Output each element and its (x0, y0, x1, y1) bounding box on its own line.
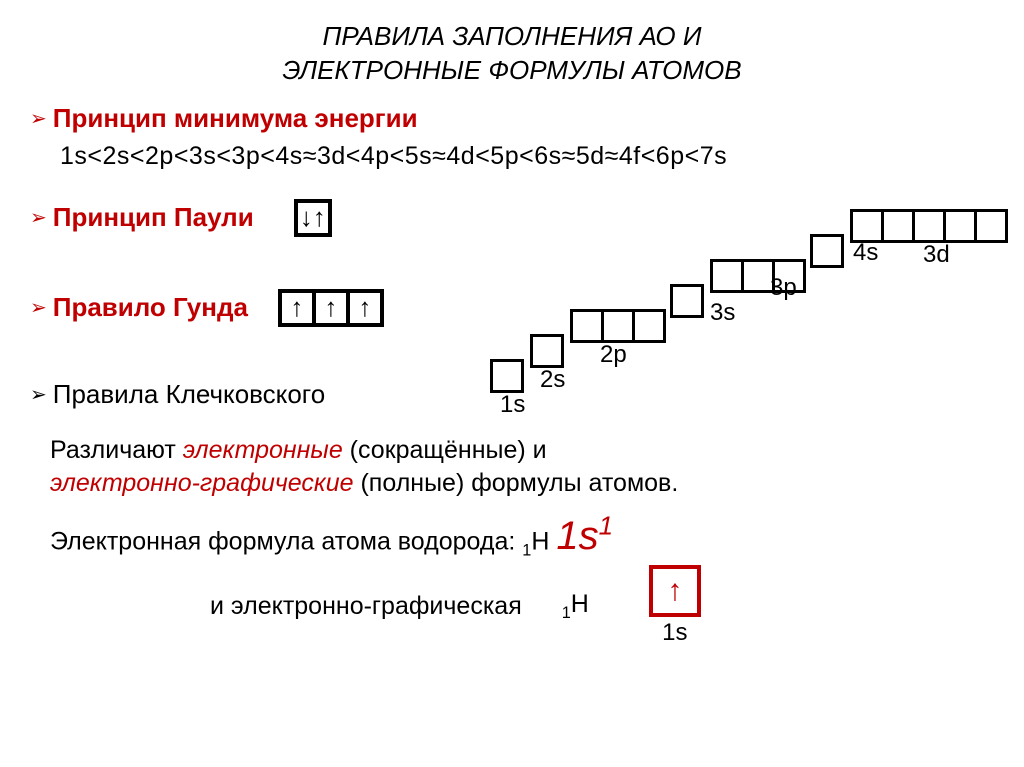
label-3s: 3s (710, 299, 735, 327)
h-sub-1: 1 (522, 541, 531, 559)
chevron-icon: ➢ (30, 205, 47, 230)
level-2p (570, 309, 666, 343)
label-3d: 3d (923, 241, 950, 269)
formula-text-2: и электронно-графическая (210, 592, 522, 621)
slide-title: ПРАВИЛА ЗАПОЛНЕНИЯ АО И ЭЛЕКТРОННЫЕ ФОРМ… (30, 20, 994, 88)
level-3d (850, 209, 1008, 243)
principle-4-label: Правила Клечковского (53, 379, 325, 410)
h-sub-2: 1 (562, 604, 571, 622)
hund-box-3: ↑ (346, 289, 384, 327)
chevron-icon: ➢ (30, 295, 47, 320)
formula-text-1: Электронная формула атома водорода: (50, 527, 522, 555)
principles-area: ➢ Принцип Паули ↓↑ ➢ Правило Гунда ↑ ↑ ↑… (30, 189, 994, 419)
principle-1-label: Принцип минимума энергии (53, 103, 418, 134)
label-3p: 3p (770, 274, 797, 302)
h-symbol-1: H (531, 527, 556, 555)
hund-boxes: ↑ ↑ ↑ (278, 289, 384, 327)
label-1s: 1s (500, 391, 525, 419)
para-t2: (сокращённые) и (343, 436, 547, 464)
description-paragraph: Различают электронные (сокращённые) и эл… (50, 434, 974, 502)
label-2p: 2p (600, 341, 627, 369)
principle-3-row: ➢ Правило Гунда ↑ ↑ ↑ (30, 289, 384, 327)
orbital-sequence: 1s<2s<2p<3s<3p<4s≈3d<4p<5s≈4d<5p<6s≈5d≈4… (60, 142, 994, 171)
chevron-icon: ➢ (30, 382, 47, 407)
para-e2: электронно-графические (50, 469, 354, 497)
formula-line-1: Электронная формула атома водорода: 1H 1… (50, 511, 994, 560)
para-t1: Различают (50, 436, 183, 464)
hydrogen-box-diagram: ↑ 1s (649, 565, 701, 647)
level-4s (810, 234, 844, 268)
principle-3-label: Правило Гунда (53, 292, 248, 323)
level-2s (530, 334, 564, 368)
para-t3: (полные) формулы атомов. (354, 469, 679, 497)
conf-sup: 1 (599, 511, 613, 541)
pauli-box: ↓↑ (294, 199, 332, 237)
electron-config: 1s1 (556, 514, 613, 558)
para-e1: электронные (183, 436, 343, 464)
principle-4-row: ➢ Правила Клечковского (30, 379, 325, 410)
level-1s (490, 359, 524, 393)
label-2s: 2s (540, 366, 565, 394)
title-line-2: ЭЛЕКТРОННЫЕ ФОРМУЛЫ АТОМОВ (30, 54, 994, 88)
h-symbol-2: H (571, 590, 589, 618)
principle-2-label: Принцип Паули (53, 202, 254, 233)
box-label-1s: 1s (662, 619, 687, 647)
up-arrow-icon: ↑ (667, 574, 682, 608)
hund-box-1: ↑ (278, 289, 316, 327)
title-line-1: ПРАВИЛА ЗАПОЛНЕНИЯ АО И (30, 20, 994, 54)
chevron-icon: ➢ (30, 106, 47, 131)
level-3s (670, 284, 704, 318)
hund-box-2: ↑ (312, 289, 350, 327)
orbital-staircase: 1s 2s 2p 3s 3p 4s 3d (470, 179, 1024, 409)
label-4s: 4s (853, 239, 878, 267)
red-orbital-box: ↑ (649, 565, 701, 617)
principle-1-row: ➢ Принцип минимума энергии (30, 103, 994, 134)
h-symbol-2-wrap: 1H (562, 590, 589, 623)
principle-2-row: ➢ Принцип Паули ↓↑ (30, 199, 332, 237)
formula-line-2: и электронно-графическая 1H ↑ 1s (210, 565, 994, 647)
conf-base: 1s (556, 514, 598, 558)
